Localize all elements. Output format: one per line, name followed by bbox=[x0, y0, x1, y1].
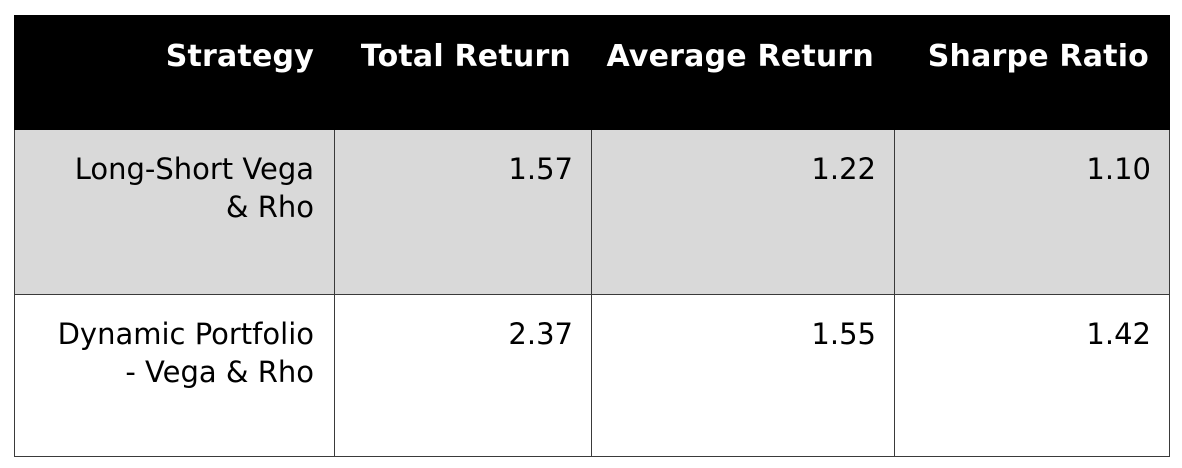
header-sharpe-ratio: Sharpe Ratio bbox=[894, 15, 1170, 130]
strategy-name-line-2: - Vega & Rho bbox=[125, 355, 314, 389]
sharpe-ratio-cell: 1.42 bbox=[894, 294, 1170, 457]
header-average-return: Average Return bbox=[591, 15, 895, 130]
table-row: Long-Short Vega & Rho 1.57 1.22 1.10 bbox=[14, 129, 1170, 295]
table-row: Dynamic Portfolio - Vega & Rho 2.37 1.55… bbox=[14, 294, 1170, 457]
strategy-name-line-2: & Rho bbox=[225, 190, 314, 224]
strategy-name-line-1: Dynamic Portfolio bbox=[57, 317, 314, 351]
results-table: Strategy Total Return Average Return Sha… bbox=[14, 15, 1170, 457]
header-average-return-label: Average Return bbox=[606, 39, 874, 74]
header-strategy-label: Strategy bbox=[165, 39, 314, 74]
strategy-cell: Dynamic Portfolio - Vega & Rho bbox=[14, 294, 335, 457]
strategy-cell: Long-Short Vega & Rho bbox=[14, 129, 335, 295]
header-sharpe-ratio-label: Sharpe Ratio bbox=[927, 39, 1149, 74]
total-return-cell: 2.37 bbox=[334, 294, 592, 457]
header-row: Strategy Total Return Average Return Sha… bbox=[14, 15, 1170, 130]
average-return-cell: 1.22 bbox=[591, 129, 895, 295]
total-return-cell: 1.57 bbox=[334, 129, 592, 295]
header-total-return-label: Total Return bbox=[360, 39, 571, 74]
table-header: Strategy Total Return Average Return Sha… bbox=[14, 15, 1170, 130]
header-strategy: Strategy bbox=[14, 15, 335, 130]
header-total-return: Total Return bbox=[334, 15, 592, 130]
strategy-name-line-1: Long-Short Vega bbox=[74, 152, 314, 186]
table-body: Long-Short Vega & Rho 1.57 1.22 1.10 Dyn… bbox=[14, 129, 1170, 457]
average-return-cell: 1.55 bbox=[591, 294, 895, 457]
sharpe-ratio-cell: 1.10 bbox=[894, 129, 1170, 295]
